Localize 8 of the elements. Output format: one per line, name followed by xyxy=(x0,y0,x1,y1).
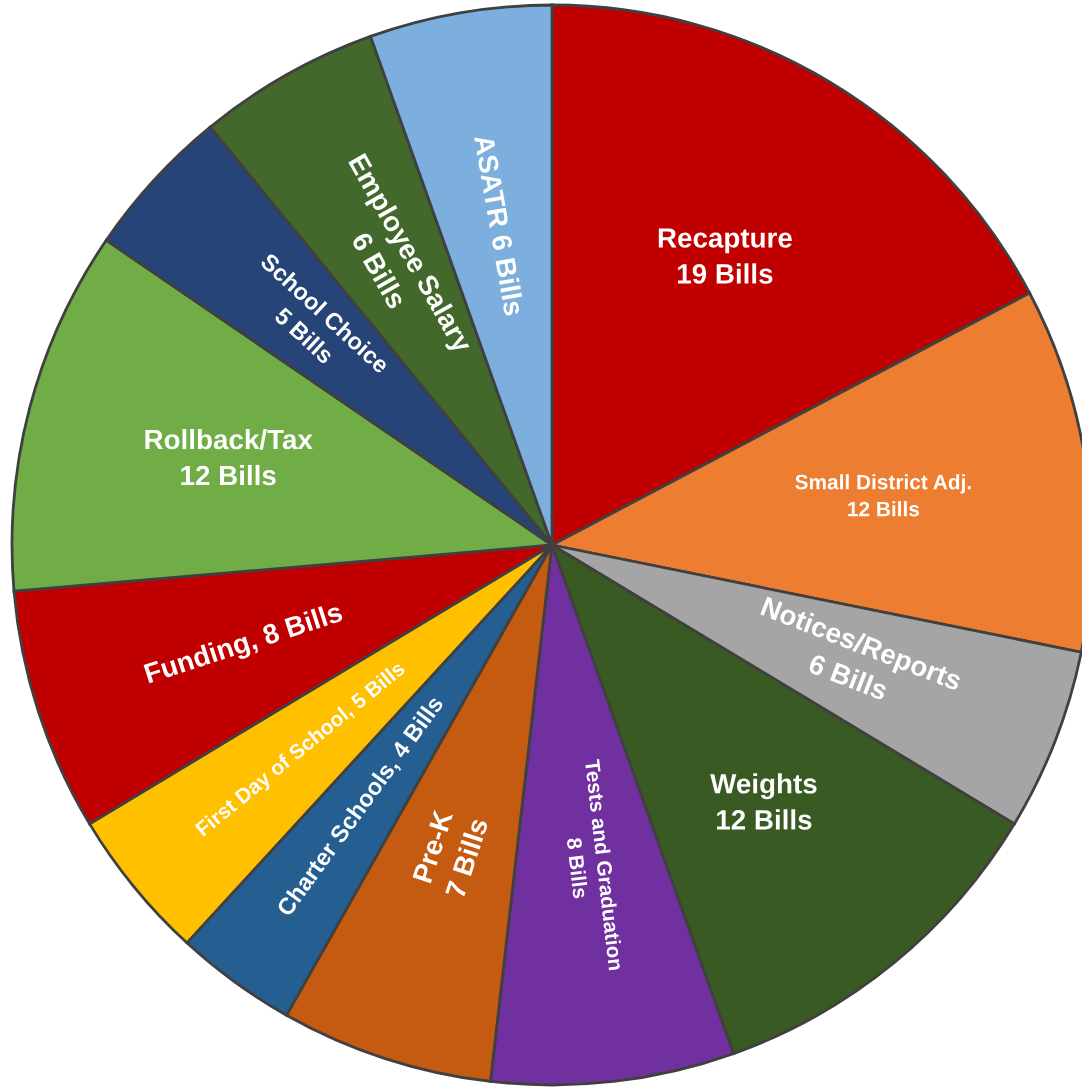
slice-label: Rollback/Tax 12 Bills xyxy=(145,428,313,486)
slice-label: Funding, 8 Bills xyxy=(143,601,346,689)
slice-label: Tests and Graduation 8 Bills xyxy=(566,758,624,971)
slice-label: Pre-K 7 Bills xyxy=(412,808,489,899)
slice-label: ASATR 6 Bills xyxy=(473,133,525,317)
slice-label: Recapture 19 Bills xyxy=(658,228,792,284)
slice-label: Weights 12 Bills xyxy=(710,773,817,830)
slice-label: Small District Adj. 12 Bills xyxy=(795,474,971,517)
